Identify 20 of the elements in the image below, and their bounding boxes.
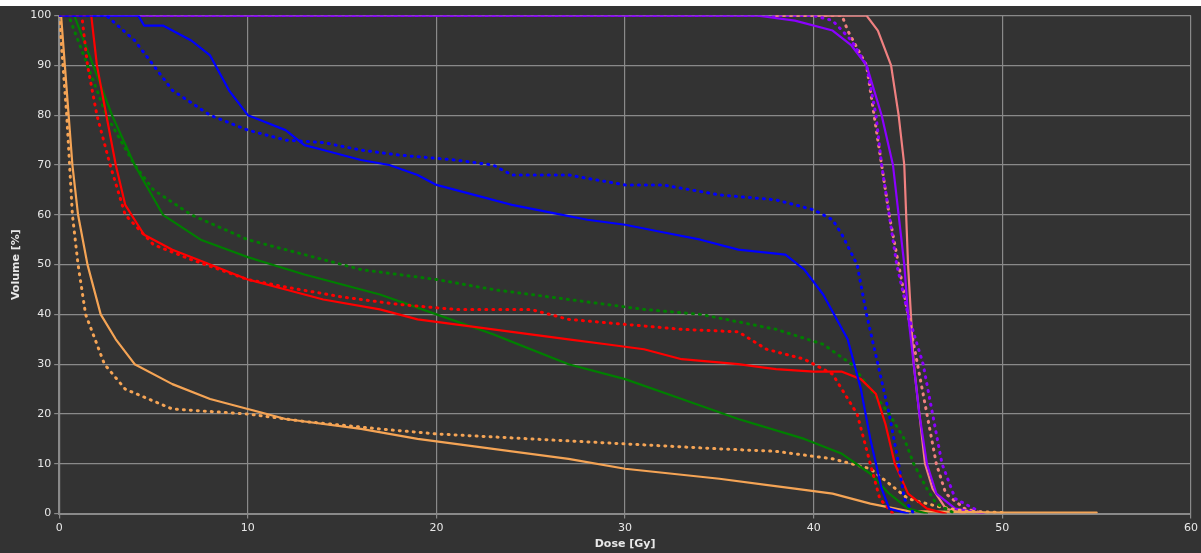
y-tick-label: 60 <box>37 207 52 221</box>
y-tick-label: 20 <box>37 406 52 420</box>
y-tick-label: 100 <box>30 8 52 22</box>
x-tick-label: 30 <box>618 521 633 535</box>
x-tick-label: 40 <box>806 521 821 535</box>
y-axis-title: Volume [%] <box>9 229 23 301</box>
y-tick-label: 10 <box>37 456 52 470</box>
x-tick-label: 0 <box>55 521 63 535</box>
y-tick-label: 30 <box>37 357 52 371</box>
x-axis-title: Dose [Gy] <box>594 537 656 551</box>
y-tick-label: 0 <box>44 506 52 520</box>
y-tick-label: 40 <box>37 307 52 321</box>
y-tick-label: 80 <box>37 108 52 122</box>
y-tick-label: 70 <box>37 157 52 171</box>
x-tick-label: 20 <box>429 521 444 535</box>
y-tick-label: 50 <box>37 257 52 271</box>
x-tick-label: 10 <box>240 521 255 535</box>
x-tick-label: 60 <box>1184 521 1198 535</box>
y-tick-label: 90 <box>37 58 52 72</box>
x-tick-label: 50 <box>995 521 1010 535</box>
